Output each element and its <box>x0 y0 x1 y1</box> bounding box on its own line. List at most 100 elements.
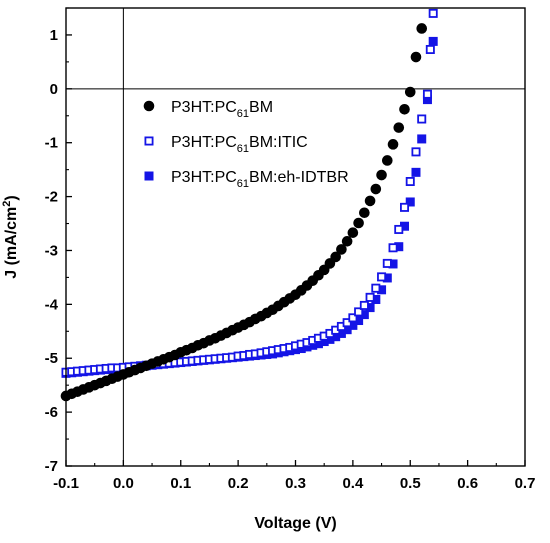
y-tick-label: 1 <box>50 27 58 44</box>
data-point <box>382 155 393 166</box>
data-point <box>342 325 352 335</box>
data-point <box>388 243 398 253</box>
data-point <box>354 307 364 317</box>
x-tick-label: 0.6 <box>457 475 478 492</box>
y-tick-label: 0 <box>50 81 58 98</box>
legend-label-subscript: 61 <box>237 178 249 190</box>
data-point <box>376 169 387 181</box>
series-layer <box>60 8 438 402</box>
data-point <box>341 236 353 247</box>
legend-label-part: P3HT:PC <box>171 99 237 116</box>
y-axis-title-sup: 2 <box>1 201 13 207</box>
legend-label: P3HT:PC61BM <box>171 99 273 120</box>
data-point <box>411 167 421 177</box>
data-point <box>394 224 404 234</box>
data-point <box>417 134 427 144</box>
data-point <box>308 340 318 350</box>
y-tick-labels: -7 -6 -5 -4 -3 -2 -1 0 1 <box>45 27 59 475</box>
legend-marker <box>143 100 155 112</box>
data-point <box>394 242 404 252</box>
legend-label-part: BM:eh-IDTBR <box>249 169 349 186</box>
data-point <box>359 207 370 219</box>
data-point <box>347 227 359 238</box>
y-tick-label: -1 <box>45 135 58 152</box>
data-point <box>371 283 381 293</box>
data-point <box>388 259 398 269</box>
legend-label-part: P3HT:PC <box>171 169 237 186</box>
zero-lines <box>66 8 525 466</box>
tick-marks <box>65 7 526 467</box>
data-point <box>336 328 346 338</box>
data-point <box>382 258 392 268</box>
y-axis-title: J (mA/cm2) <box>1 195 20 278</box>
data-point <box>354 316 364 326</box>
x-tick-label: 0.0 <box>113 475 134 492</box>
data-point <box>313 339 323 349</box>
y-tick-label: -5 <box>45 350 58 367</box>
data-point <box>370 183 382 195</box>
y-tick-label: -3 <box>45 242 58 259</box>
data-point <box>330 251 341 263</box>
data-point <box>331 332 341 342</box>
x-axis-title: Voltage (V) <box>254 515 336 532</box>
data-point <box>399 103 410 115</box>
data-point <box>359 310 369 320</box>
data-point <box>428 8 438 18</box>
data-point <box>364 195 376 207</box>
y-tick-label: -7 <box>45 458 58 475</box>
data-point <box>382 273 392 283</box>
y-axis-title-tail: ) <box>3 195 20 200</box>
data-point <box>348 313 358 323</box>
data-point <box>411 147 421 157</box>
data-point <box>387 139 399 150</box>
y-axis-title-main: J (mA/cm <box>3 207 20 279</box>
data-point <box>416 23 428 34</box>
data-point <box>365 303 375 313</box>
data-point <box>359 300 369 310</box>
legend-entry-3: P3HT:PC61BM:eh-IDTBR <box>144 169 349 190</box>
legend-marker <box>144 171 154 181</box>
plot-area <box>66 8 525 466</box>
x-tick-label: 0.5 <box>400 475 421 492</box>
y-tick-label: -2 <box>45 189 58 206</box>
data-point <box>417 114 427 124</box>
data-point <box>422 89 432 99</box>
data-point <box>405 197 415 207</box>
y-tick-label: -6 <box>45 404 58 421</box>
data-point <box>336 244 347 255</box>
x-tick-label: -0.1 <box>53 475 79 492</box>
data-point <box>365 292 375 302</box>
data-point <box>400 202 410 212</box>
x-tick-label: 0.3 <box>285 475 306 492</box>
x-tick-label: 0.4 <box>342 475 364 492</box>
legend-label-part: BM:ITIC <box>249 134 308 151</box>
data-point <box>405 177 415 187</box>
data-point <box>410 51 422 63</box>
data-point <box>353 217 364 229</box>
data-point <box>422 95 432 105</box>
data-point <box>400 221 410 231</box>
series-1 <box>60 23 428 402</box>
legend-marker <box>144 136 154 146</box>
data-point <box>425 44 435 54</box>
data-point <box>348 320 358 330</box>
legend-label-part: BM <box>249 99 273 116</box>
legend-label-subscript: 61 <box>237 108 249 120</box>
legend-label-subscript: 61 <box>237 143 249 155</box>
x-tick-label: 0.1 <box>170 475 191 492</box>
x-tick-labels: -0.1 0.0 0.1 0.2 0.3 0.4 0.5 0.6 0.7 <box>53 475 535 492</box>
data-point <box>319 337 329 347</box>
data-point <box>393 122 405 133</box>
data-point <box>325 334 335 344</box>
data-point <box>428 36 438 46</box>
legend-entry-2: P3HT:PC61BM:ITIC <box>144 134 308 155</box>
plot-background <box>66 8 525 466</box>
legend-label: P3HT:PC61BM:ITIC <box>171 134 308 155</box>
legend: P3HT:PC61BMP3HT:PC61BM:ITICP3HT:PC61BM:e… <box>143 99 349 190</box>
data-point <box>404 86 416 98</box>
data-point <box>377 285 387 295</box>
x-tick-label: 0.2 <box>228 475 249 492</box>
data-point <box>371 295 381 305</box>
legend-entry-1: P3HT:PC61BM <box>143 99 273 120</box>
